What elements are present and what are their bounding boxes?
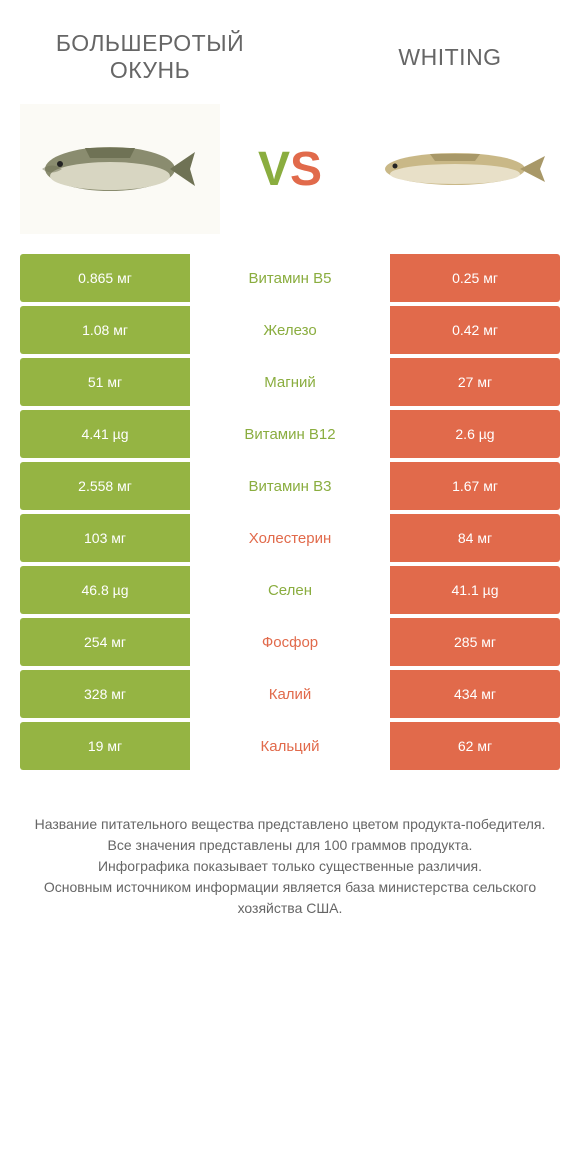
footer-line: Основным источником информации является …	[30, 877, 550, 919]
vs-s: S	[290, 142, 322, 197]
table-row: 2.558 мгВитамин B31.67 мг	[20, 462, 560, 510]
footer-line: Инфографика показывает только существенн…	[30, 856, 550, 877]
left-value-cell: 103 мг	[20, 514, 190, 562]
right-product-image	[360, 104, 560, 234]
nutrient-name-cell: Фосфор	[190, 618, 390, 666]
right-value-cell: 0.25 мг	[390, 254, 560, 302]
table-row: 51 мгМагний27 мг	[20, 358, 560, 406]
table-row: 103 мгХолестерин84 мг	[20, 514, 560, 562]
nutrient-name-cell: Калий	[190, 670, 390, 718]
right-value-cell: 27 мг	[390, 358, 560, 406]
right-value-cell: 84 мг	[390, 514, 560, 562]
right-value-cell: 2.6 µg	[390, 410, 560, 458]
nutrient-name-cell: Магний	[190, 358, 390, 406]
left-value-cell: 1.08 мг	[20, 306, 190, 354]
table-row: 19 мгКальций62 мг	[20, 722, 560, 770]
left-value-cell: 51 мг	[20, 358, 190, 406]
nutrient-name-cell: Витамин B12	[190, 410, 390, 458]
right-value-cell: 62 мг	[390, 722, 560, 770]
nutrient-name-cell: Холестерин	[190, 514, 390, 562]
vs-v: V	[258, 142, 290, 197]
right-product-title: WHITING	[360, 44, 540, 71]
table-row: 0.865 мгВитамин B50.25 мг	[20, 254, 560, 302]
table-row: 46.8 µgСелен41.1 µg	[20, 566, 560, 614]
left-value-cell: 46.8 µg	[20, 566, 190, 614]
left-value-cell: 4.41 µg	[20, 410, 190, 458]
nutrition-table: 0.865 мгВитамин B50.25 мг1.08 мгЖелезо0.…	[0, 254, 580, 770]
nutrient-name-cell: Железо	[190, 306, 390, 354]
nutrient-name-cell: Витамин B3	[190, 462, 390, 510]
fish-icon	[370, 134, 550, 204]
right-value-cell: 434 мг	[390, 670, 560, 718]
footer-notes: Название питательного вещества представл…	[0, 774, 580, 939]
right-value-cell: 1.67 мг	[390, 462, 560, 510]
nutrient-name-cell: Кальций	[190, 722, 390, 770]
table-row: 254 мгФосфор285 мг	[20, 618, 560, 666]
right-value-cell: 41.1 µg	[390, 566, 560, 614]
nutrient-name-cell: Витамин B5	[190, 254, 390, 302]
vs-label: VS	[258, 142, 322, 197]
right-value-cell: 285 мг	[390, 618, 560, 666]
footer-line: Все значения представлены для 100 граммо…	[30, 835, 550, 856]
left-value-cell: 254 мг	[20, 618, 190, 666]
table-row: 328 мгКалий434 мг	[20, 670, 560, 718]
left-value-cell: 0.865 мг	[20, 254, 190, 302]
table-row: 4.41 µgВитамин B122.6 µg	[20, 410, 560, 458]
right-value-cell: 0.42 мг	[390, 306, 560, 354]
left-product-title: БОЛЬШЕРОТЫЙ ОКУНЬ	[40, 30, 260, 84]
left-value-cell: 19 мг	[20, 722, 190, 770]
left-product-image	[20, 104, 220, 234]
left-value-cell: 2.558 мг	[20, 462, 190, 510]
table-row: 1.08 мгЖелезо0.42 мг	[20, 306, 560, 354]
footer-line: Название питательного вещества представл…	[30, 814, 550, 835]
left-value-cell: 328 мг	[20, 670, 190, 718]
fish-icon	[30, 134, 210, 204]
nutrient-name-cell: Селен	[190, 566, 390, 614]
